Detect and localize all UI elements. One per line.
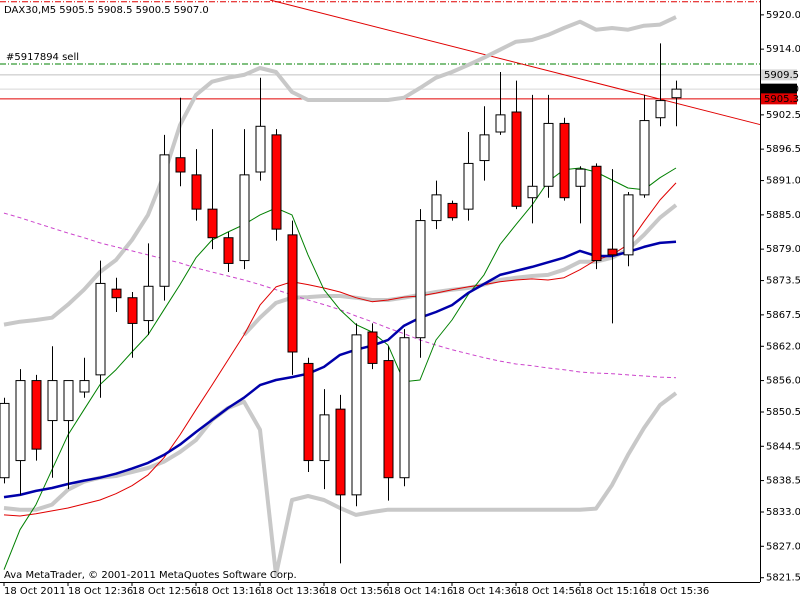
price-tag-label: 5907.0 [764,84,799,95]
candle-body [239,174,250,262]
chart-title: DAX30,M5 5905.5 5908.5 5900.5 5907.0 [4,5,209,16]
price-tag-label: 5905.3 [764,94,799,105]
y-tick-label: 5856.0 [766,376,800,387]
indicator-line [3,15,677,327]
footer: Ava MetaTrader, © 2001-2011 MetaQuotes S… [4,570,297,581]
y-tick-label: 5821.5 [766,573,800,584]
y-tick-label: 5867.5 [766,310,800,321]
trendline [269,0,761,126]
x-tick-label: 18 Oct 15:16 [580,586,645,597]
candle-body [399,337,410,479]
y-tick-label: 5879.0 [766,244,800,255]
candle-body [351,334,362,496]
y-tick-label: 5896.5 [766,144,800,155]
candle-body [431,194,442,222]
candle-body [111,288,122,299]
candle-body [639,120,650,196]
x-tick-label: 18 Oct 12:56 [132,586,197,597]
x-tick-label: 18 Oct 14:56 [516,586,581,597]
candle-body [271,134,282,230]
candle-body [47,380,58,422]
candle-body [607,248,618,256]
y-tick-label: 5873.5 [766,276,800,287]
candle-body [175,157,186,173]
candle-body [207,208,218,239]
candle-body [287,234,298,353]
y-tick-label: 5920.0 [766,10,800,21]
price-tag [761,83,797,95]
x-tick-label: 18 Oct 2011 [4,586,66,597]
plot-area: #5917894 sell [0,0,761,577]
candle-body [495,114,506,133]
price-tag-label: 5909.5 [764,70,799,81]
candle-body [79,380,90,393]
y-tick-label: 5902.5 [766,110,800,121]
x-tick-label: 18 Oct 13:16 [196,586,261,597]
candle-body [335,408,346,496]
y-tick-label: 5885.0 [766,210,800,221]
candle-body [543,122,554,187]
indicator-line [3,240,677,499]
indicator-line [3,212,677,379]
price-tag [761,93,797,105]
y-tick-label: 5862.0 [766,341,800,352]
candle-body [15,380,26,462]
x-tick-label: 18 Oct 13:56 [324,586,389,597]
x-tick-label: 18 Oct 13:36 [260,586,325,597]
indicator-line [3,182,677,517]
candle-body [63,380,74,422]
candle-body [463,162,474,210]
candle-body [367,331,378,364]
candle-body [95,282,106,376]
candle-body [575,168,586,187]
candle-body [0,402,10,479]
candle-body [447,202,458,219]
candle-body [671,88,682,99]
x-tick-label: 18 Oct 14:16 [388,586,453,597]
candle-body [527,185,538,199]
x-tick-label: 18 Oct 14:36 [452,586,517,597]
y-tick-label: 5850.5 [766,407,800,418]
indicator-line [242,203,678,337]
price-tag [761,69,797,81]
candle-body [303,362,314,462]
y-tick-label: 5914.0 [766,44,800,55]
candle-body [143,285,154,322]
y-tick-label: 5827.0 [766,541,800,552]
candle-body [559,122,570,199]
candle-body [255,125,266,173]
candle-body [591,165,602,262]
candle-body [127,297,138,324]
candle-body [319,414,330,462]
y-tick-label: 5838.5 [766,476,800,487]
candle-body [623,194,634,256]
x-tick-label: 18 Oct 15:36 [644,586,709,597]
candle-body [655,100,666,119]
level-label: #5917894 sell [6,52,79,63]
candle-body [223,237,234,264]
candle-body [415,220,426,339]
y-tick-label: 5833.0 [766,507,800,518]
candle-body [159,154,170,287]
y-tick-label: 5891.0 [766,176,800,187]
candle-body [383,360,394,479]
candle-body [511,111,522,207]
candle-body [191,174,202,210]
x-tick-label: 18 Oct 12:36 [68,586,133,597]
y-tick-label: 5844.5 [766,441,800,452]
candle-body [479,134,490,162]
candle-body [31,380,42,450]
